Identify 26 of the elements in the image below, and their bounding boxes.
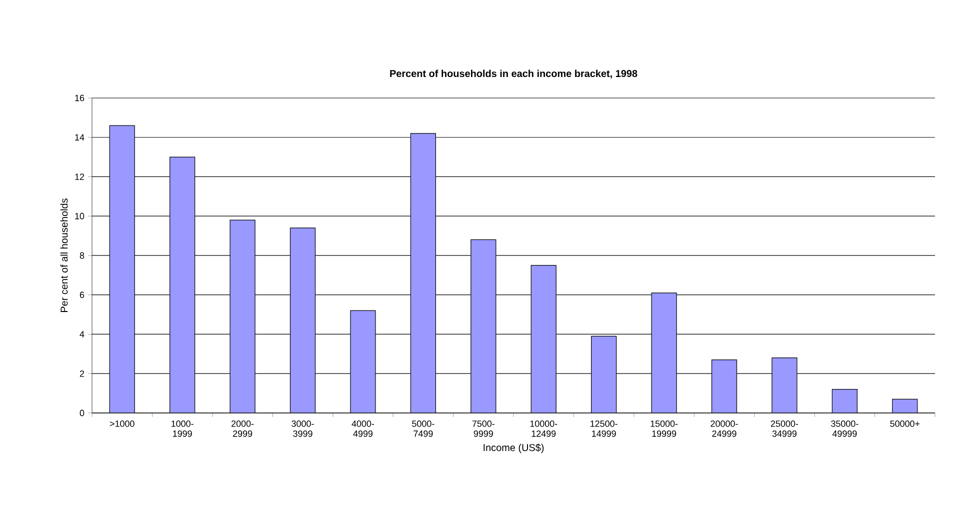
y-tick-label: 0 <box>80 410 84 416</box>
y-tick-label: 8 <box>80 252 84 259</box>
x-tick-label: 5000-7499 <box>412 420 434 437</box>
x-tick-label: 2000-2999 <box>232 420 254 437</box>
y-axis-title: Per cent of all households <box>60 198 68 312</box>
y-tick-label: 4 <box>80 331 84 338</box>
x-tick-label: 15000-19999 <box>650 420 678 437</box>
x-tick-label: 35000-49999 <box>831 420 858 437</box>
x-tick-label: 7500-9999 <box>472 420 494 437</box>
x-tick-label: 25000-34999 <box>770 420 798 437</box>
y-tick-label: 6 <box>80 292 84 298</box>
x-tick-label: 12500-14999 <box>590 420 618 437</box>
x-tick-label: 10000-12499 <box>530 420 558 437</box>
x-axis-title: Income (US$) <box>484 444 544 454</box>
y-tick-label: 2 <box>80 370 84 377</box>
y-tick-label: 10 <box>75 212 84 220</box>
x-tick-label: 20000-24999 <box>710 420 738 437</box>
x-tick-label: 3000-3999 <box>292 420 314 437</box>
chart-title: Percent of households in each income bracket, 1998 <box>390 70 638 78</box>
x-tick-label: 4000-4999 <box>352 420 374 437</box>
y-tick-label: 16 <box>75 94 84 102</box>
y-tick-label: 12 <box>75 174 84 180</box>
x-tick-label: 1000-1999 <box>172 420 194 437</box>
x-tick-label: 50000+ <box>890 420 920 427</box>
y-tick-label: 14 <box>75 134 84 140</box>
x-tick-label: >1000 <box>110 420 134 427</box>
